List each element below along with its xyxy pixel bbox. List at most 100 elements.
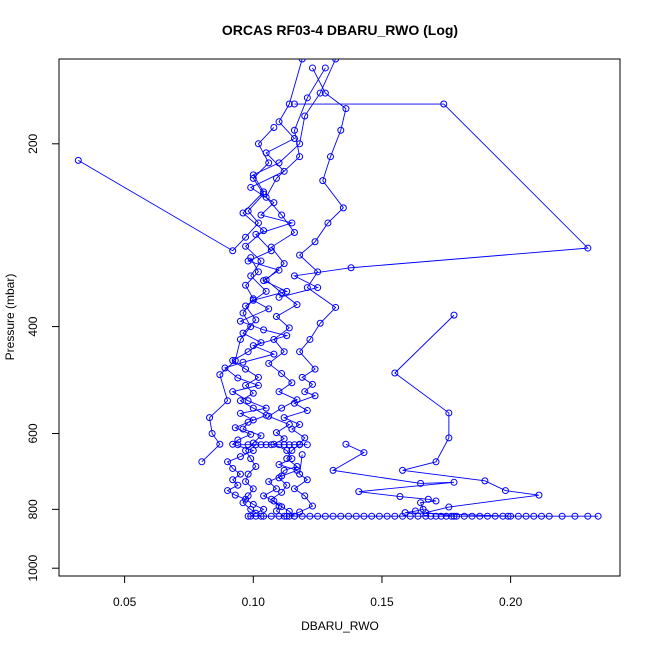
data-point bbox=[229, 476, 237, 484]
data-point bbox=[224, 487, 232, 495]
y-tick-label: 1000 bbox=[26, 555, 40, 582]
data-point bbox=[499, 512, 507, 520]
data-point bbox=[296, 441, 304, 449]
data-point bbox=[558, 512, 566, 520]
data-point bbox=[236, 335, 244, 343]
data-point bbox=[247, 430, 255, 438]
data-point bbox=[290, 485, 298, 493]
data-point bbox=[234, 436, 242, 444]
data-point bbox=[427, 512, 435, 520]
data-point bbox=[239, 425, 247, 433]
y-tick-label: 200 bbox=[26, 133, 40, 153]
data-point bbox=[468, 512, 476, 520]
data-point bbox=[234, 374, 242, 382]
data-point bbox=[453, 512, 461, 520]
data-point bbox=[208, 430, 216, 437]
data-point bbox=[247, 272, 255, 280]
y-axis: 200 400 600 800 1000 bbox=[26, 133, 59, 582]
data-point bbox=[244, 512, 252, 520]
data-point bbox=[375, 512, 383, 520]
data-point bbox=[257, 339, 265, 347]
data-point bbox=[296, 421, 304, 429]
data-point bbox=[229, 247, 237, 255]
data-point bbox=[501, 487, 509, 495]
data-point bbox=[239, 499, 247, 507]
data-point bbox=[275, 118, 283, 126]
data-point bbox=[321, 512, 329, 520]
data-point bbox=[280, 348, 288, 356]
data-point bbox=[252, 512, 260, 520]
data-point bbox=[396, 493, 404, 501]
data-point bbox=[224, 397, 232, 405]
data-point bbox=[254, 373, 262, 381]
data-point bbox=[242, 365, 250, 373]
data-point bbox=[239, 309, 247, 317]
data-series-3 bbox=[260, 64, 329, 520]
data-point bbox=[288, 379, 296, 387]
data-point bbox=[270, 350, 278, 358]
data-point bbox=[283, 481, 291, 489]
data-point bbox=[272, 313, 280, 320]
data-point bbox=[270, 123, 278, 131]
x-tick-label: 0.20 bbox=[499, 595, 523, 609]
data-point bbox=[491, 512, 499, 520]
data-point bbox=[311, 365, 319, 373]
data-point bbox=[275, 293, 283, 301]
data-point bbox=[314, 284, 322, 292]
data-point bbox=[275, 266, 283, 274]
data-point bbox=[538, 512, 546, 520]
data-point bbox=[337, 512, 345, 520]
data-point bbox=[260, 512, 268, 520]
data-point bbox=[311, 238, 319, 246]
data-point bbox=[283, 332, 291, 340]
data-point bbox=[221, 364, 229, 372]
data-point bbox=[290, 100, 298, 108]
data-point bbox=[298, 59, 306, 63]
data-point bbox=[414, 512, 422, 520]
data-point bbox=[290, 399, 298, 407]
data-point bbox=[301, 492, 309, 500]
data-point bbox=[280, 260, 288, 268]
data-point bbox=[229, 440, 237, 448]
data-point bbox=[267, 441, 275, 449]
data-point bbox=[445, 503, 453, 511]
data-point bbox=[360, 512, 368, 520]
data-point bbox=[249, 485, 257, 493]
data-point bbox=[303, 476, 311, 484]
data-point bbox=[260, 188, 268, 196]
data-point bbox=[303, 94, 311, 102]
data-point bbox=[584, 512, 592, 520]
data-point bbox=[267, 495, 275, 503]
data-point bbox=[257, 211, 265, 219]
x-axis-label: DBARU_RWO bbox=[301, 619, 379, 633]
data-point bbox=[244, 348, 252, 356]
data-point bbox=[283, 447, 291, 455]
x-axis: 0.05 0.10 0.15 0.20 bbox=[113, 576, 523, 609]
data-point bbox=[419, 505, 427, 513]
data-point bbox=[260, 326, 268, 334]
data-point bbox=[383, 512, 391, 520]
data-point bbox=[247, 455, 255, 463]
data-point bbox=[265, 412, 273, 420]
data-point bbox=[342, 105, 350, 113]
data-point bbox=[254, 268, 262, 276]
data-point bbox=[584, 244, 592, 252]
data-point bbox=[288, 425, 296, 433]
data-point bbox=[280, 441, 288, 449]
data-point bbox=[247, 323, 255, 331]
data-point bbox=[262, 287, 270, 295]
data-point bbox=[262, 404, 270, 412]
data-point bbox=[234, 481, 242, 489]
data-point bbox=[288, 219, 296, 227]
data-point bbox=[290, 126, 298, 134]
data-point bbox=[514, 512, 522, 520]
data-point bbox=[290, 512, 298, 520]
data-point bbox=[424, 495, 432, 503]
data-series-8 bbox=[329, 440, 512, 520]
data-point bbox=[311, 392, 319, 400]
data-point bbox=[319, 177, 327, 185]
data-point bbox=[252, 316, 260, 324]
y-axis-label: Pressure (mbar) bbox=[3, 274, 17, 361]
data-point bbox=[280, 167, 288, 175]
series-line bbox=[289, 454, 314, 517]
